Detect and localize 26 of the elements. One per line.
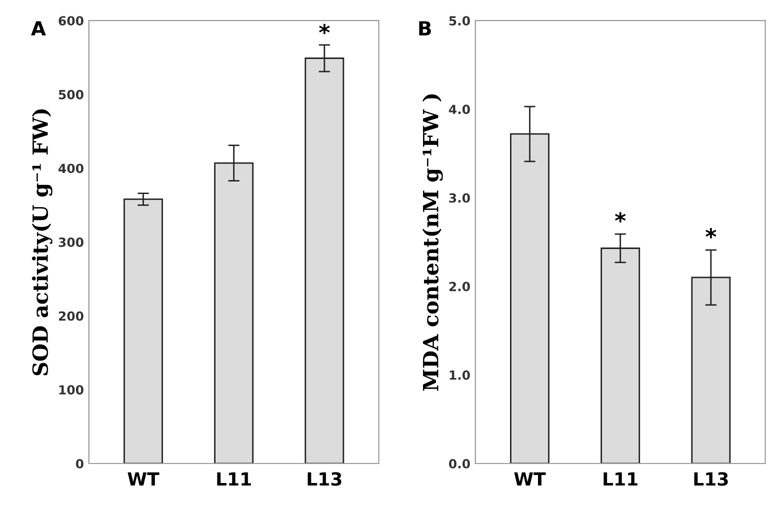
y-tick-label: 600 — [58, 16, 84, 26]
x-tick-label: L11 — [217, 472, 251, 486]
x-tick-label: L13 — [308, 472, 342, 486]
annotation: * — [319, 24, 330, 34]
y-tick-label: 2.0 — [449, 282, 470, 292]
y-tick-label: 200 — [58, 311, 84, 321]
chart-title: B — [419, 21, 431, 36]
x-tick-label: L11 — [604, 472, 638, 486]
y-axis-title: SOD activity(U g⁻¹ FW) — [32, 109, 52, 376]
y-tick-label: 0 — [76, 458, 84, 468]
x-tick-label: L13 — [694, 472, 728, 486]
y-tick-label: 4.0 — [448, 104, 470, 114]
y-tick-label: 300 — [58, 238, 84, 247]
x-tick-label: WT — [514, 472, 546, 486]
y-tick-label: 3.0 — [449, 193, 470, 203]
annotation: * — [706, 228, 716, 238]
y-axis-title: MDA content(nM g⁻¹FW ) — [422, 94, 443, 391]
y-tick-label: 400 — [58, 164, 84, 174]
x-tick-label: WT — [128, 472, 160, 486]
y-tick-label: 100 — [59, 385, 84, 395]
chart-title: A — [31, 21, 46, 36]
annotation: * — [614, 212, 626, 222]
y-tick-label: 1.0 — [450, 370, 470, 380]
y-tick-label: 5.0 — [449, 16, 470, 26]
y-tick-label: 500 — [58, 90, 84, 100]
y-tick-label: 0.0 — [448, 458, 470, 468]
